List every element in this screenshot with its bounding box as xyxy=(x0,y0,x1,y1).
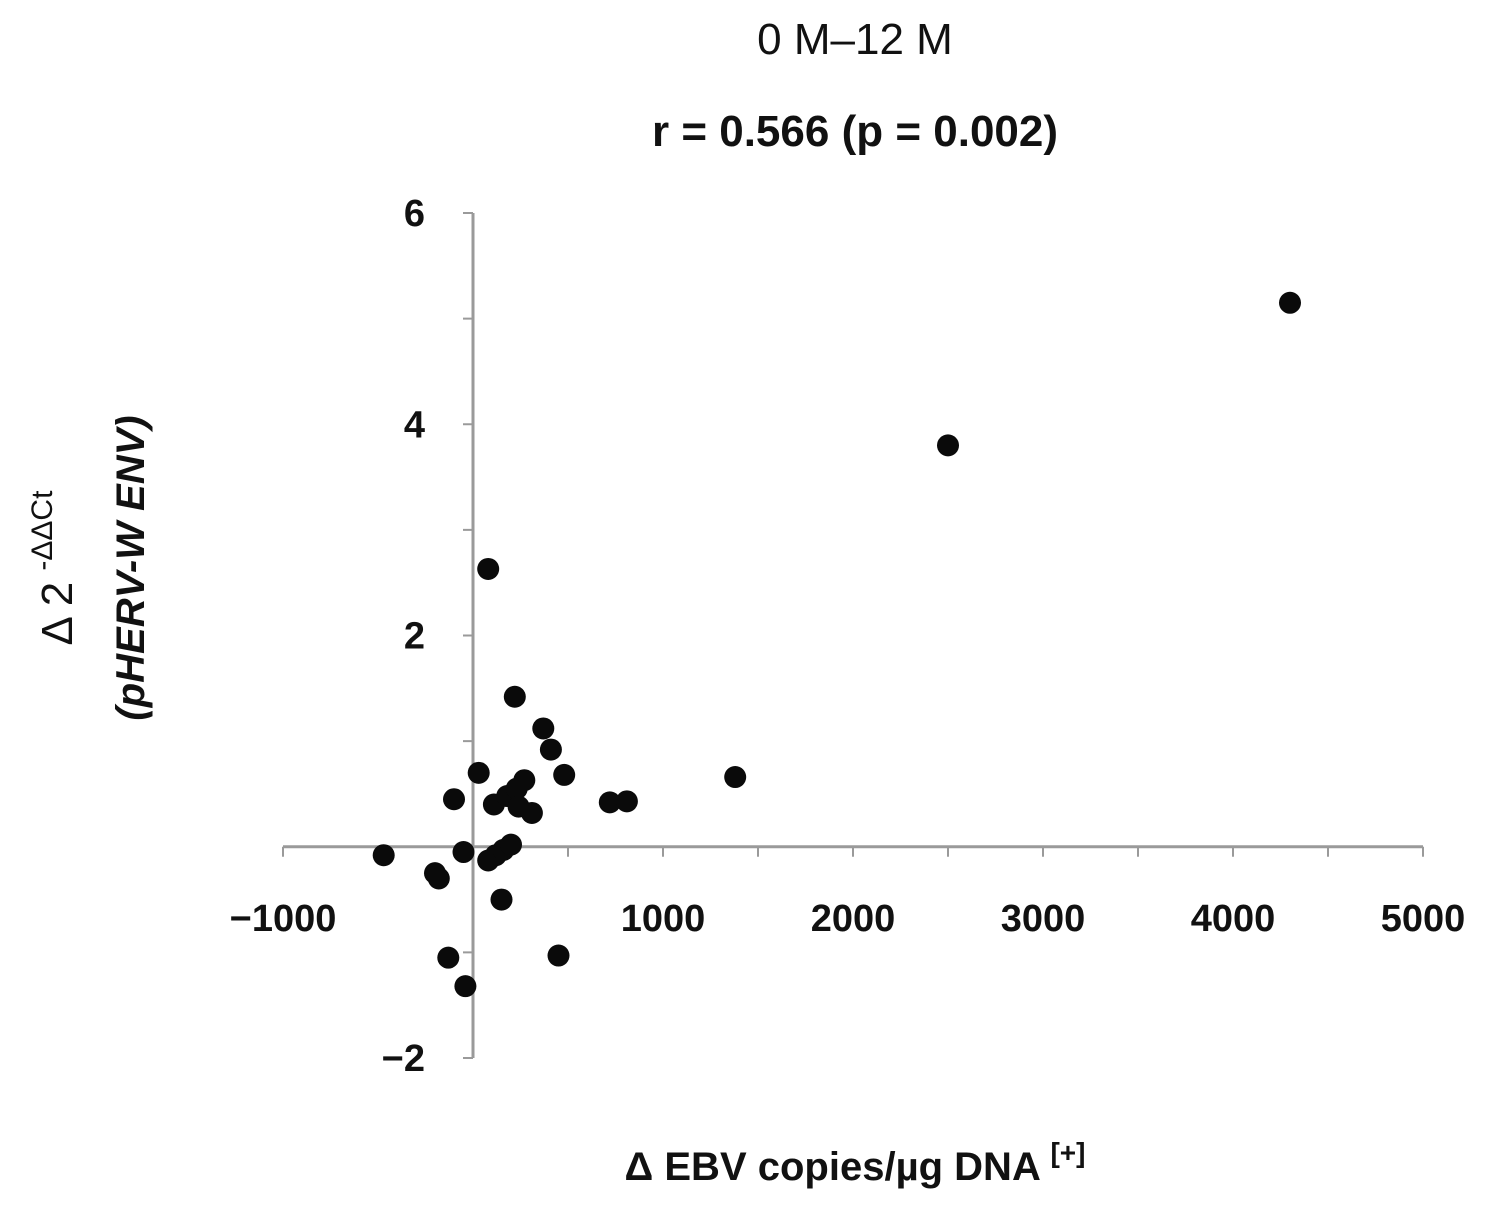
data-point xyxy=(443,788,465,811)
data-point xyxy=(477,557,500,580)
y-axis-label: Δ 2 -ΔΔCt (pHERV-W ENV) xyxy=(26,415,153,720)
data-point xyxy=(503,685,526,708)
data-point xyxy=(615,790,638,813)
y-axis-label-line2: (pHERV-W ENV) xyxy=(109,415,153,720)
data-point xyxy=(547,944,570,967)
chart-title: 0 M–12 M xyxy=(757,15,953,64)
data-point xyxy=(539,738,562,761)
data-point xyxy=(532,717,555,740)
data-point xyxy=(937,434,959,457)
data-point xyxy=(553,763,576,786)
svg-text:Δ 2 -ΔΔCt: Δ 2 -ΔΔCt xyxy=(26,490,82,646)
x-axis-label: Δ EBV copies/µg DNA [+] xyxy=(625,1137,1086,1189)
data-point xyxy=(513,769,536,792)
x-tick-label: 2000 xyxy=(811,898,896,940)
x-tick-label: −1000 xyxy=(230,898,337,940)
data-point xyxy=(467,761,490,784)
data-point xyxy=(372,844,395,867)
y-tick-label: −2 xyxy=(382,1038,425,1080)
x-axis-label-superscript: [+] xyxy=(1050,1137,1085,1168)
data-point xyxy=(437,946,460,969)
data-point xyxy=(724,766,747,789)
x-tick-label: 5000 xyxy=(1381,898,1466,940)
chart-subtitle: r = 0.566 (p = 0.002) xyxy=(652,107,1058,156)
y-axis-label-main: Δ 2 xyxy=(33,582,82,646)
data-point xyxy=(454,975,477,998)
y-axis-label-superscript: -ΔΔCt xyxy=(26,490,59,571)
data-point xyxy=(452,841,475,864)
data-point xyxy=(490,888,513,911)
y-tick-label: 4 xyxy=(404,404,425,446)
data-points xyxy=(372,291,1301,998)
data-point xyxy=(427,867,450,890)
data-point xyxy=(1279,291,1301,314)
y-tick-label: 2 xyxy=(404,616,425,658)
x-tick-label: 4000 xyxy=(1191,898,1276,940)
data-point xyxy=(598,791,621,814)
data-point xyxy=(500,833,522,856)
y-tick-label: 6 xyxy=(404,193,425,235)
data-point xyxy=(520,801,543,824)
x-axis-label-main: Δ EBV copies/µg DNA xyxy=(625,1145,1040,1189)
x-tick-label: 3000 xyxy=(1001,898,1086,940)
x-tick-label: 1000 xyxy=(621,898,706,940)
axis-tick-labels: −1000 1000 2000 3000 4000 5000 −2 2 4 6 xyxy=(230,193,1466,1080)
